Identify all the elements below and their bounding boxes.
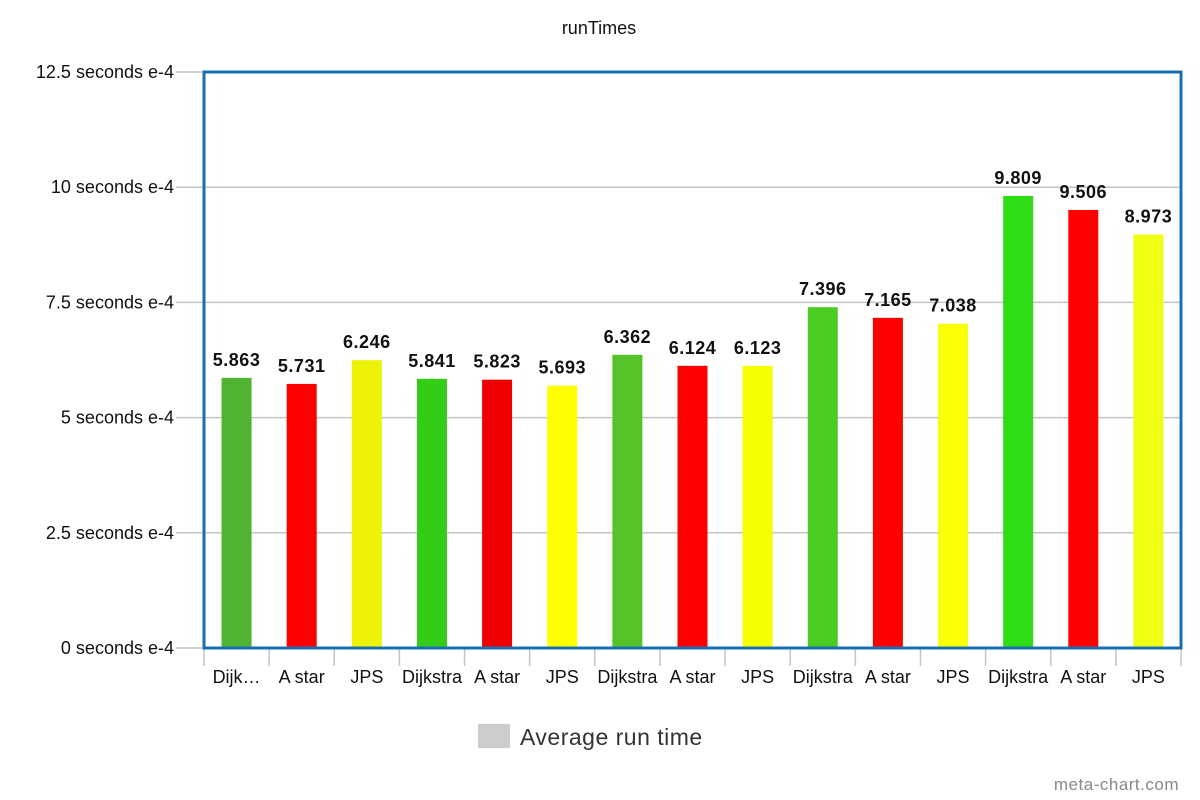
y-tick-label: 5 seconds e-4 xyxy=(61,408,174,428)
plot-frame xyxy=(202,70,1183,650)
bar[interactable] xyxy=(221,377,252,648)
data-label: 6.123 xyxy=(734,338,782,358)
bar[interactable] xyxy=(938,323,969,648)
category-label: JPS xyxy=(741,667,774,687)
data-label: 5.863 xyxy=(213,350,261,370)
y-tick-label: 0 seconds e-4 xyxy=(61,638,174,658)
bar[interactable] xyxy=(742,365,773,648)
category-label: JPS xyxy=(937,667,970,687)
y-tick-label: 7.5 seconds e-4 xyxy=(46,292,174,312)
data-label: 6.246 xyxy=(343,332,391,352)
bar[interactable] xyxy=(612,354,643,648)
data-label: 6.124 xyxy=(669,338,717,358)
bar[interactable] xyxy=(872,317,903,648)
category-label: Dijkstra xyxy=(402,667,463,687)
category-label: Dijkstra xyxy=(793,667,854,687)
category-label: Dijkstra xyxy=(988,667,1049,687)
bar[interactable] xyxy=(1133,234,1164,648)
legend-label: Average run time xyxy=(520,724,703,750)
category-label: JPS xyxy=(1132,667,1165,687)
bar[interactable] xyxy=(416,378,447,648)
bar[interactable] xyxy=(351,360,382,648)
category-label: A star xyxy=(865,667,911,687)
y-tick-label: 12.5 seconds e-4 xyxy=(36,62,174,82)
data-label: 8.973 xyxy=(1125,207,1173,227)
bar[interactable] xyxy=(1068,209,1099,649)
category-label: A star xyxy=(1060,667,1106,687)
y-axis-ticks: 0 seconds e-4 2.5 seconds e-4 5 seconds e-… xyxy=(36,62,204,658)
legend-swatch xyxy=(478,724,510,748)
data-label: 7.396 xyxy=(799,279,847,299)
bar[interactable] xyxy=(677,365,708,648)
data-label: 9.506 xyxy=(1060,182,1108,202)
bars xyxy=(221,196,1164,649)
bar[interactable] xyxy=(807,307,838,648)
category-label: Dijkstra xyxy=(597,667,658,687)
category-label: JPS xyxy=(350,667,383,687)
y-tick-label: 10 seconds e-4 xyxy=(51,177,174,197)
category-label: A star xyxy=(669,667,715,687)
bar[interactable] xyxy=(547,385,578,648)
category-label: A star xyxy=(474,667,520,687)
watermark: meta-chart.com xyxy=(1054,775,1179,794)
x-axis-ticks: Dijk… A star JPS Dijkstra A star JPS Dijkstra A… xyxy=(203,648,1182,687)
bar[interactable] xyxy=(482,379,513,648)
bar[interactable] xyxy=(1003,196,1034,648)
data-label: 7.165 xyxy=(864,290,912,310)
chart-title: runTimes xyxy=(562,18,636,38)
data-label: 5.731 xyxy=(278,356,326,376)
data-label: 7.038 xyxy=(929,296,977,316)
data-label: 5.841 xyxy=(408,351,456,371)
data-label: 6.362 xyxy=(604,327,652,347)
y-tick-label: 2.5 seconds e-4 xyxy=(46,523,174,543)
category-label: JPS xyxy=(546,667,579,687)
data-label: 5.823 xyxy=(473,352,521,372)
legend[interactable]: Average run time xyxy=(478,724,703,750)
bar[interactable] xyxy=(286,383,317,648)
data-labels: 5.863 5.731 6.246 5.841 5.823 5.693 6.362 6.124… xyxy=(213,168,1172,378)
category-label: Dijk… xyxy=(213,667,261,687)
category-label: A star xyxy=(279,667,325,687)
data-label: 9.809 xyxy=(994,168,1042,188)
data-label: 5.693 xyxy=(538,358,586,378)
